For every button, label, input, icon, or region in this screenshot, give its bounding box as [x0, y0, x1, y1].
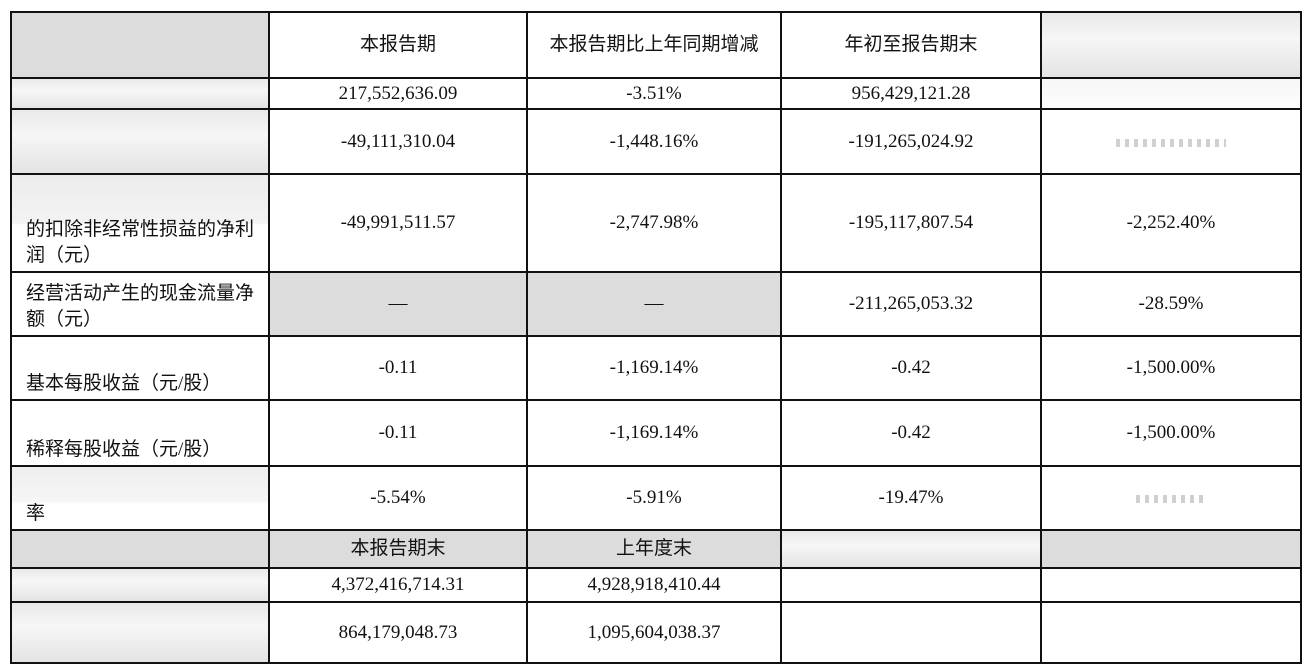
- cell-ytd-yoy-redacted: [1040, 465, 1302, 531]
- row-label: 基本每股收益（元/股）: [10, 335, 270, 401]
- table-row: 基本每股收益（元/股） -0.11 -1,169.14% -0.42 -1,50…: [10, 335, 1302, 401]
- cell-ytd: -0.42: [780, 399, 1042, 467]
- cell-ytd: -211,265,053.32: [780, 271, 1042, 337]
- cell-period-end: 4,372,416,714.31: [268, 567, 528, 603]
- cell-current: —: [268, 271, 528, 337]
- balance-header-label-cell: [10, 529, 270, 569]
- cell-ytd-yoy: -28.59%: [1040, 271, 1302, 337]
- row-label: 稀释每股收益（元/股）: [10, 399, 270, 467]
- cell-yoy: -5.91%: [526, 465, 782, 531]
- cell-ytd: -191,265,024.92: [780, 108, 1042, 175]
- row-label-redacted: [10, 567, 270, 603]
- header-ytd: 年初至报告期末: [780, 11, 1042, 79]
- cell-yoy: -2,747.98%: [526, 173, 782, 273]
- cell-ytd-yoy-redacted: [1040, 108, 1302, 175]
- table-row: 率 -5.54% -5.91% -19.47%: [10, 465, 1302, 531]
- cell-empty: [1040, 567, 1302, 603]
- cell-ytd-yoy: -2,252.40%: [1040, 173, 1302, 273]
- cell-ytd-yoy-redacted: [1040, 77, 1302, 110]
- financial-data-table: 本报告期 本报告期比上年同期增减 年初至报告期末 217,552,636.09 …: [10, 11, 1302, 664]
- cell-ytd: -0.42: [780, 335, 1042, 401]
- cell-current: -49,111,310.04: [268, 108, 528, 175]
- header-redacted: [780, 529, 1042, 569]
- table-row: -49,111,310.04 -1,448.16% -191,265,024.9…: [10, 108, 1302, 175]
- cell-yoy: -1,169.14%: [526, 399, 782, 467]
- header-prev-year-end: 上年度末: [526, 529, 782, 569]
- cell-current: -0.11: [268, 399, 528, 467]
- redaction-mark: [1116, 138, 1226, 147]
- table-row: 经营活动产生的现金流量净额（元） — — -211,265,053.32 -28…: [10, 271, 1302, 337]
- row-label-redacted: [10, 108, 270, 175]
- table-row: 4,372,416,714.31 4,928,918,410.44: [10, 567, 1302, 603]
- cell-ytd: -19.47%: [780, 465, 1042, 531]
- cell-ytd-yoy: -1,500.00%: [1040, 399, 1302, 467]
- cell-period-end: 864,179,048.73: [268, 601, 528, 664]
- cell-current: -5.54%: [268, 465, 528, 531]
- cell-current: -0.11: [268, 335, 528, 401]
- row-label-redacted: [10, 601, 270, 664]
- table-row: 217,552,636.09 -3.51% 956,429,121.28: [10, 77, 1302, 110]
- header-ytd-yoy-redacted: [1040, 11, 1302, 79]
- header-current-period: 本报告期: [268, 11, 528, 79]
- row-label-redacted: [10, 77, 270, 110]
- cell-prev-year-end: 4,928,918,410.44: [526, 567, 782, 603]
- cell-yoy: -1,448.16%: [526, 108, 782, 175]
- table-row: 864,179,048.73 1,095,604,038.37: [10, 601, 1302, 664]
- cell-ytd-yoy: -1,500.00%: [1040, 335, 1302, 401]
- table-header-row: 本报告期 本报告期比上年同期增减 年初至报告期末: [10, 11, 1302, 79]
- cell-prev-year-end: 1,095,604,038.37: [526, 601, 782, 664]
- cell-current: -49,991,511.57: [268, 173, 528, 273]
- header-period-end: 本报告期末: [268, 529, 528, 569]
- cell-yoy: -3.51%: [526, 77, 782, 110]
- table-row: 的扣除非经常性损益的净利润（元） -49,991,511.57 -2,747.9…: [10, 173, 1302, 273]
- row-label: 经营活动产生的现金流量净额（元）: [10, 271, 270, 337]
- cell-empty: [780, 601, 1042, 664]
- cell-ytd: 956,429,121.28: [780, 77, 1042, 110]
- cell-empty: [1040, 601, 1302, 664]
- header-yoy-change: 本报告期比上年同期增减: [526, 11, 782, 79]
- cell-ytd: -195,117,807.54: [780, 173, 1042, 273]
- row-label: 率: [10, 465, 270, 531]
- cell-empty: [780, 567, 1042, 603]
- row-label: 的扣除非经常性损益的净利润（元）: [10, 173, 270, 273]
- header-empty: [1040, 529, 1302, 569]
- header-label-cell: [10, 11, 270, 79]
- cell-yoy: —: [526, 271, 782, 337]
- balance-header-row: 本报告期末 上年度末: [10, 529, 1302, 569]
- table-row: 稀释每股收益（元/股） -0.11 -1,169.14% -0.42 -1,50…: [10, 399, 1302, 467]
- cell-yoy: -1,169.14%: [526, 335, 782, 401]
- cell-current: 217,552,636.09: [268, 77, 528, 110]
- redaction-mark: [1136, 495, 1206, 503]
